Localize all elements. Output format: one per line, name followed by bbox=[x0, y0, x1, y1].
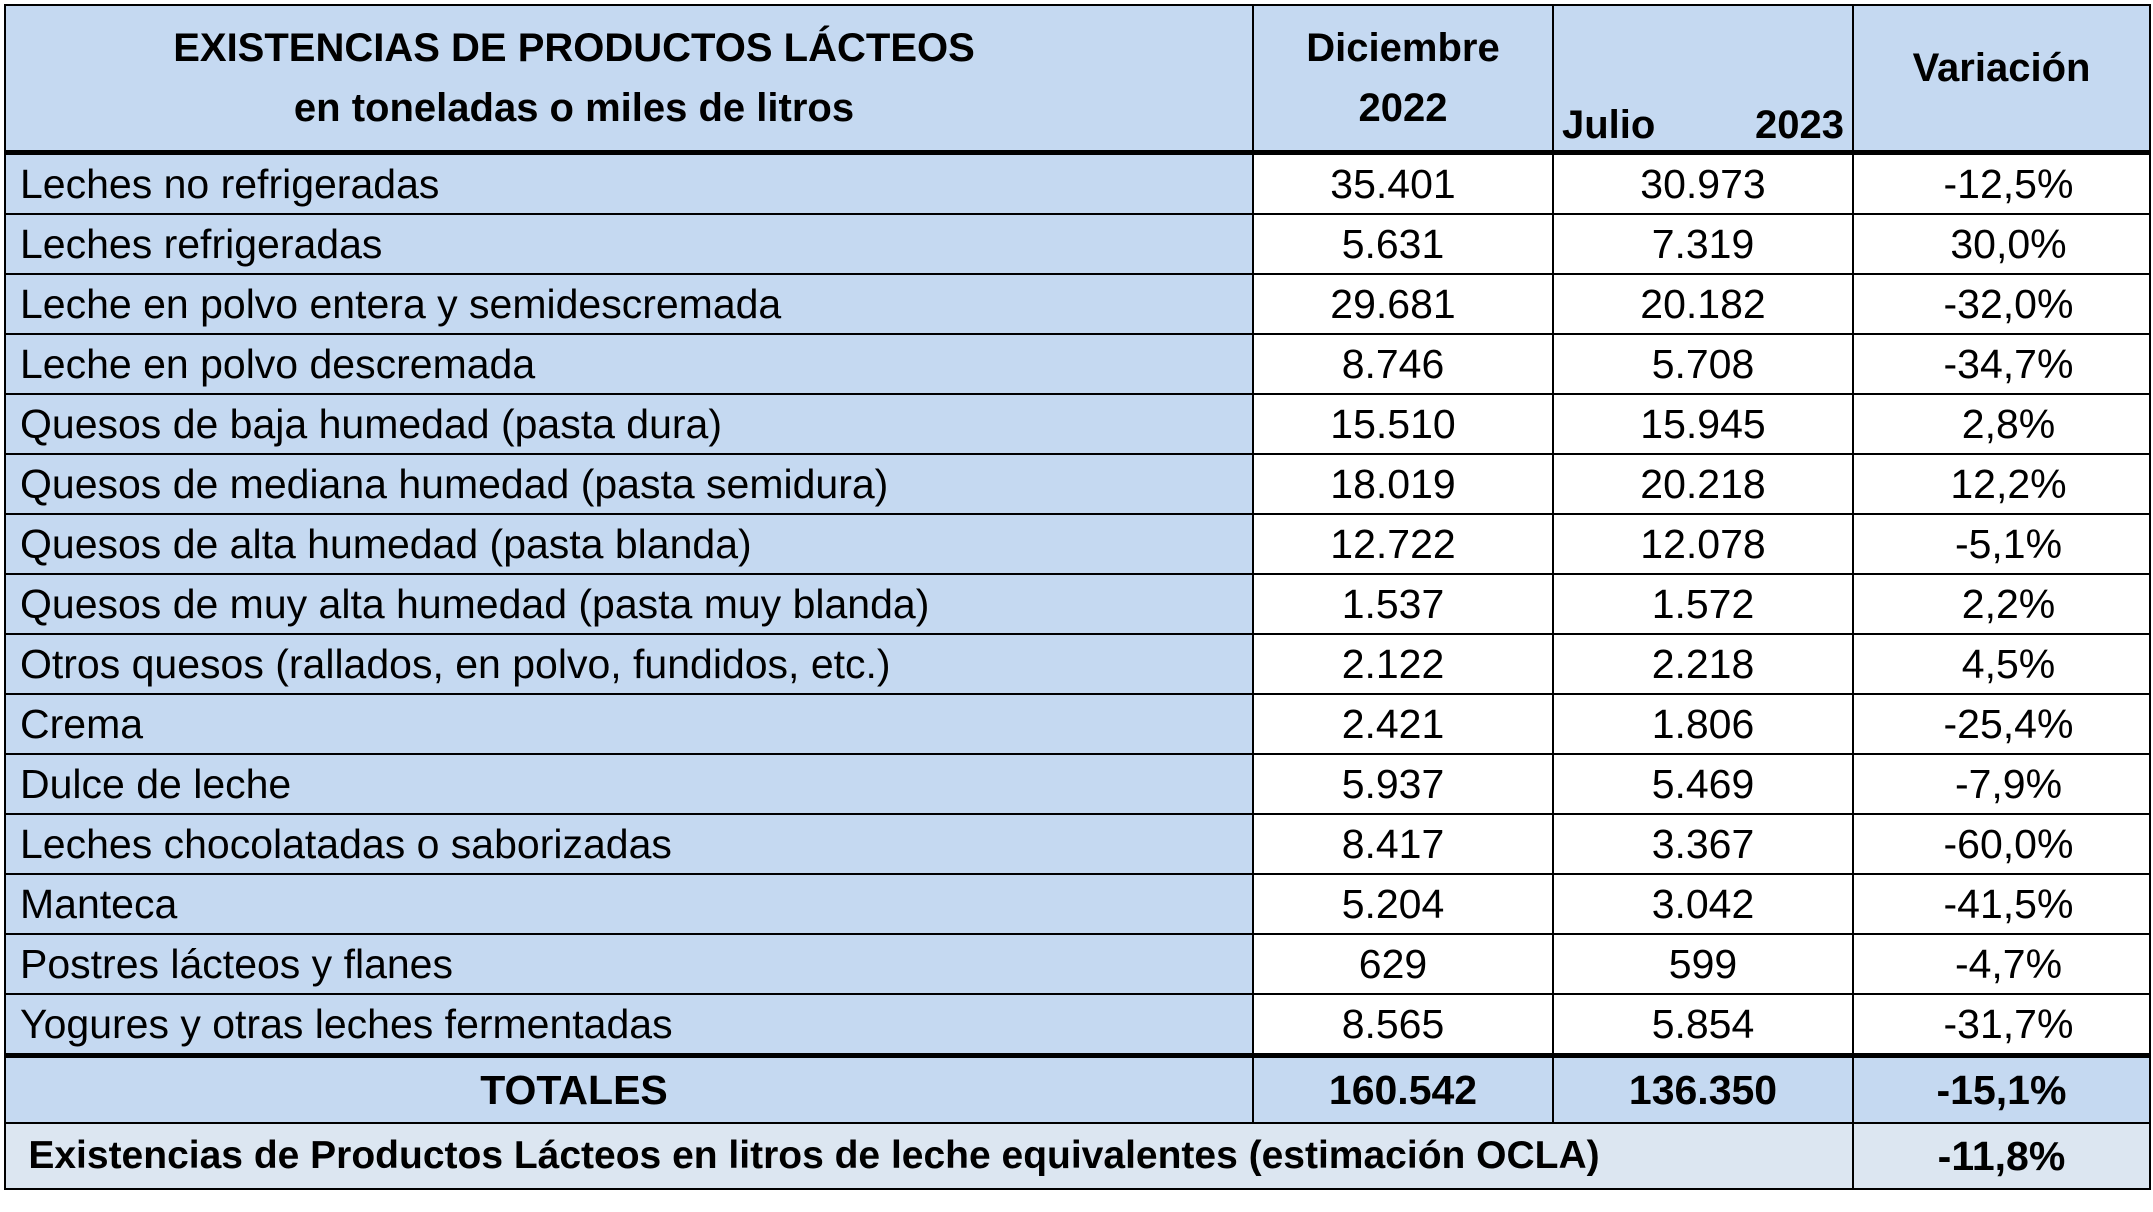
col-header-variation: Variación bbox=[1852, 4, 2151, 155]
value-jul-2023: 599 bbox=[1552, 933, 1854, 995]
table-row: Postres lácteos y flanes 629 599 -4,7% bbox=[4, 933, 2151, 995]
product-name: Leches chocolatadas o saborizadas bbox=[4, 813, 1254, 875]
table-row: Leches no refrigeradas 35.401 30.973 -12,5% bbox=[4, 151, 2151, 215]
table-row: Dulce de leche 5.937 5.469 -7,9% bbox=[4, 753, 2151, 815]
totals-jul-2023: 136.350 bbox=[1552, 1054, 1854, 1124]
table-row: Otros quesos (rallados, en polvo, fundid… bbox=[4, 633, 2151, 695]
value-dec-2022: 629 bbox=[1252, 933, 1554, 995]
value-variation: -4,7% bbox=[1852, 933, 2151, 995]
table-row: Leche en polvo descremada 8.746 5.708 -34,7… bbox=[4, 333, 2151, 395]
table-row: Manteca 5.204 3.042 -41,5% bbox=[4, 873, 2151, 935]
value-jul-2023: 20.218 bbox=[1552, 453, 1854, 515]
col-header-dec-year: 2022 bbox=[1358, 86, 1448, 130]
value-dec-2022: 35.401 bbox=[1252, 151, 1554, 215]
table-row: Crema 2.421 1.806 -25,4% bbox=[4, 693, 2151, 755]
value-variation: -12,5% bbox=[1852, 151, 2151, 215]
value-variation: -34,7% bbox=[1852, 333, 2151, 395]
value-jul-2023: 3.042 bbox=[1552, 873, 1854, 935]
totals-row: TOTALES 160.542 136.350 -15,1% bbox=[4, 1054, 2151, 1124]
value-dec-2022: 8.746 bbox=[1252, 333, 1554, 395]
value-jul-2023: 5.854 bbox=[1552, 993, 1854, 1058]
value-variation: -41,5% bbox=[1852, 873, 2151, 935]
col-header-jul-month: Julio bbox=[1562, 103, 1656, 147]
value-dec-2022: 5.631 bbox=[1252, 213, 1554, 275]
equivalent-liters-variation: -11,8% bbox=[1852, 1122, 2151, 1190]
value-variation: -32,0% bbox=[1852, 273, 2151, 335]
col-header-dec-month: Diciembre bbox=[1306, 26, 1500, 70]
table-row: Quesos de mediana humedad (pasta semidur… bbox=[4, 453, 2151, 515]
value-variation: 30,0% bbox=[1852, 213, 2151, 275]
product-name: Leches refrigeradas bbox=[4, 213, 1254, 275]
product-name: Quesos de muy alta humedad (pasta muy bl… bbox=[4, 573, 1254, 635]
value-variation: 2,2% bbox=[1852, 573, 2151, 635]
value-jul-2023: 1.572 bbox=[1552, 573, 1854, 635]
value-jul-2023: 1.806 bbox=[1552, 693, 1854, 755]
table-row: Quesos de alta humedad (pasta blanda) 12.… bbox=[4, 513, 2151, 575]
value-dec-2022: 29.681 bbox=[1252, 273, 1554, 335]
value-variation: -60,0% bbox=[1852, 813, 2151, 875]
value-jul-2023: 5.469 bbox=[1552, 753, 1854, 815]
product-name: Otros quesos (rallados, en polvo, fundid… bbox=[4, 633, 1254, 695]
table-row: Yogures y otras leches fermentadas 8.565 5… bbox=[4, 993, 2151, 1058]
table-row: Leches chocolatadas o saborizadas 8.417 3.… bbox=[4, 813, 2151, 875]
col-header-jul-year: 2023 bbox=[1755, 103, 1844, 147]
value-dec-2022: 2.421 bbox=[1252, 693, 1554, 755]
table-body: Leches no refrigeradas 35.401 30.973 -12,5%… bbox=[4, 151, 2151, 1058]
value-variation: -5,1% bbox=[1852, 513, 2151, 575]
value-dec-2022: 15.510 bbox=[1252, 393, 1554, 455]
value-jul-2023: 2.218 bbox=[1552, 633, 1854, 695]
product-name: Quesos de baja humedad (pasta dura) bbox=[4, 393, 1254, 455]
product-name: Crema bbox=[4, 693, 1254, 755]
value-dec-2022: 1.537 bbox=[1252, 573, 1554, 635]
value-variation: 12,2% bbox=[1852, 453, 2151, 515]
product-name: Postres lácteos y flanes bbox=[4, 933, 1254, 995]
totals-variation: -15,1% bbox=[1852, 1054, 2151, 1124]
table-row: Leches refrigeradas 5.631 7.319 30,0% bbox=[4, 213, 2151, 275]
product-name: Quesos de alta humedad (pasta blanda) bbox=[4, 513, 1254, 575]
product-name: Leches no refrigeradas bbox=[4, 151, 1254, 215]
product-name: Leche en polvo descremada bbox=[4, 333, 1254, 395]
value-jul-2023: 7.319 bbox=[1552, 213, 1854, 275]
product-name: Leche en polvo entera y semidescremada bbox=[4, 273, 1254, 335]
value-dec-2022: 18.019 bbox=[1252, 453, 1554, 515]
value-jul-2023: 12.078 bbox=[1552, 513, 1854, 575]
value-variation: -7,9% bbox=[1852, 753, 2151, 815]
value-variation: 2,8% bbox=[1852, 393, 2151, 455]
value-jul-2023: 30.973 bbox=[1552, 151, 1854, 215]
header-row: EXISTENCIAS DE PRODUCTOS LÁCTEOS en tone… bbox=[4, 4, 2151, 155]
equivalent-liters-label: Existencias de Productos Lácteos en litr… bbox=[4, 1122, 1854, 1190]
value-jul-2023: 5.708 bbox=[1552, 333, 1854, 395]
value-variation: -31,7% bbox=[1852, 993, 2151, 1058]
table-row: Quesos de baja humedad (pasta dura) 15.51… bbox=[4, 393, 2151, 455]
table-row: Leche en polvo entera y semidescremada 29… bbox=[4, 273, 2151, 335]
totals-dec-2022: 160.542 bbox=[1252, 1054, 1554, 1124]
totals-label: TOTALES bbox=[4, 1054, 1254, 1124]
value-variation: 4,5% bbox=[1852, 633, 2151, 695]
product-name: Yogures y otras leches fermentadas bbox=[4, 993, 1254, 1058]
value-dec-2022: 8.565 bbox=[1252, 993, 1554, 1058]
table-row: Quesos de muy alta humedad (pasta muy bl… bbox=[4, 573, 2151, 635]
col-header-jul-2023: Julio 2023 bbox=[1552, 4, 1854, 155]
value-jul-2023: 20.182 bbox=[1552, 273, 1854, 335]
dairy-stock-table: EXISTENCIAS DE PRODUCTOS LÁCTEOS en tone… bbox=[4, 4, 2151, 1190]
value-dec-2022: 2.122 bbox=[1252, 633, 1554, 695]
product-name: Quesos de mediana humedad (pasta semidur… bbox=[4, 453, 1254, 515]
value-jul-2023: 15.945 bbox=[1552, 393, 1854, 455]
value-dec-2022: 8.417 bbox=[1252, 813, 1554, 875]
product-name: Manteca bbox=[4, 873, 1254, 935]
col-header-dec-2022: Diciembre 2022 bbox=[1252, 4, 1554, 155]
product-name: Dulce de leche bbox=[4, 753, 1254, 815]
table-subtitle: en toneladas o miles de litros bbox=[293, 86, 855, 130]
equivalent-liters-row: Existencias de Productos Lácteos en litr… bbox=[4, 1122, 2151, 1190]
value-variation: -25,4% bbox=[1852, 693, 2151, 755]
table-title-cell: EXISTENCIAS DE PRODUCTOS LÁCTEOS en tone… bbox=[4, 4, 1254, 155]
value-dec-2022: 5.204 bbox=[1252, 873, 1554, 935]
value-jul-2023: 3.367 bbox=[1552, 813, 1854, 875]
value-dec-2022: 5.937 bbox=[1252, 753, 1554, 815]
value-dec-2022: 12.722 bbox=[1252, 513, 1554, 575]
table-title: EXISTENCIAS DE PRODUCTOS LÁCTEOS bbox=[173, 26, 975, 70]
